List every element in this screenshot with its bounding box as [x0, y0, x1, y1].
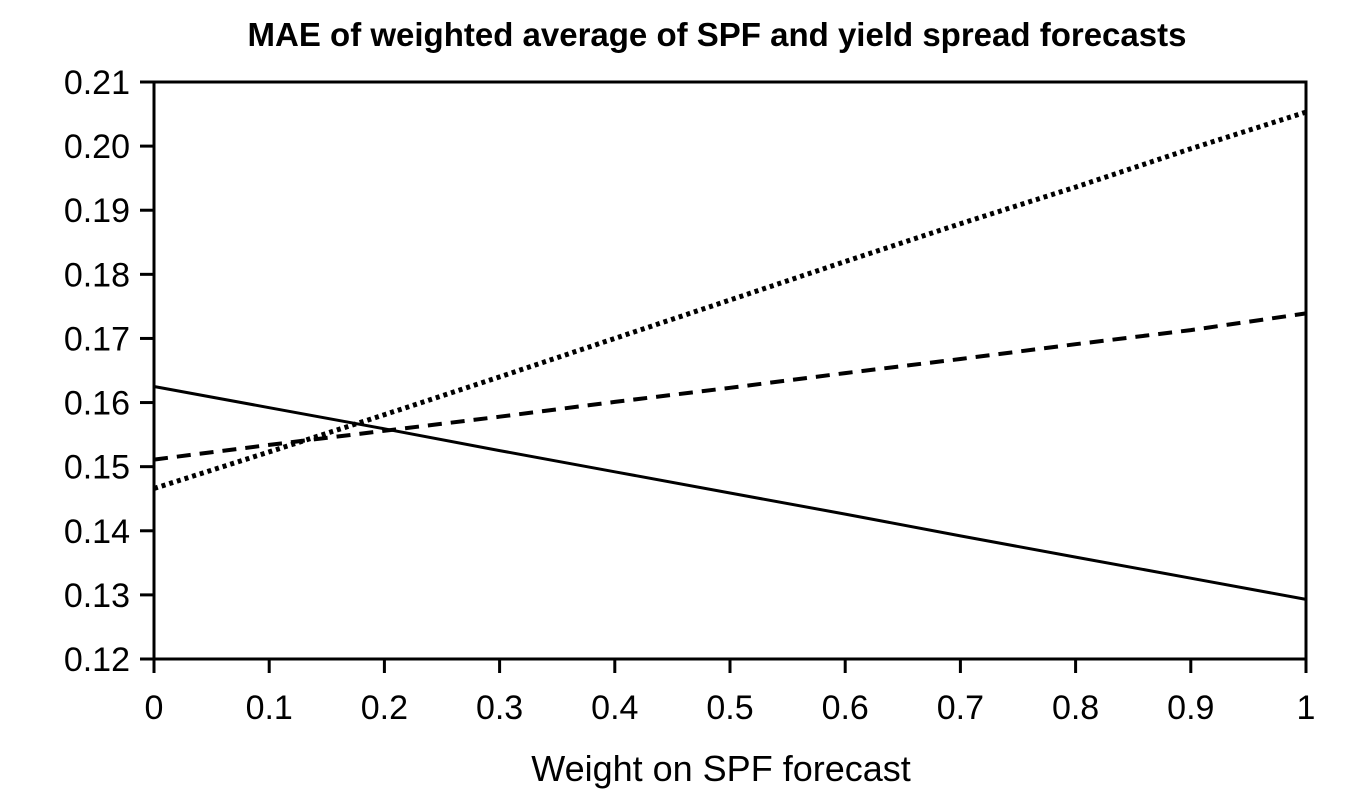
y-tick-label: 0.20 [64, 128, 130, 166]
x-tick-label: 0.4 [591, 689, 638, 727]
series-line-solid [153, 385, 1307, 601]
y-tick-label: 0.18 [64, 256, 130, 294]
y-tick-label: 0.19 [64, 192, 130, 230]
y-tick-label: 0.12 [64, 641, 130, 679]
y-tick-label: 0.21 [64, 64, 130, 102]
plot-frame [152, 80, 1308, 661]
x-tick-label: 0.3 [476, 689, 523, 727]
x-tick-label: 0.7 [937, 689, 984, 727]
series-line-dotted [153, 109, 1307, 491]
x-tick-label: 0.8 [1052, 689, 1099, 727]
y-tick-label: 0.15 [64, 449, 130, 487]
x-tick-label: 0.2 [361, 689, 408, 727]
plot-area: 0.120.130.140.150.160.170.180.190.200.21… [64, 64, 1316, 727]
x-tick-label: 0.1 [246, 689, 293, 727]
chart-title: MAE of weighted average of SPF and yield… [248, 16, 1187, 53]
y-tick-label: 0.16 [64, 385, 130, 423]
x-tick-label: 0.5 [706, 689, 753, 727]
y-tick-label: 0.17 [64, 320, 130, 358]
series-line-dashed [153, 311, 1307, 462]
x-tick-label: 0 [145, 689, 164, 727]
x-tick-label: 1 [1297, 689, 1316, 727]
x-tick-label: 0.9 [1167, 689, 1214, 727]
x-axis-label: Weight on SPF forecast [531, 748, 911, 789]
x-tick-label: 0.6 [822, 689, 869, 727]
y-tick-label: 0.14 [64, 513, 130, 551]
y-tick-label: 0.13 [64, 577, 130, 615]
